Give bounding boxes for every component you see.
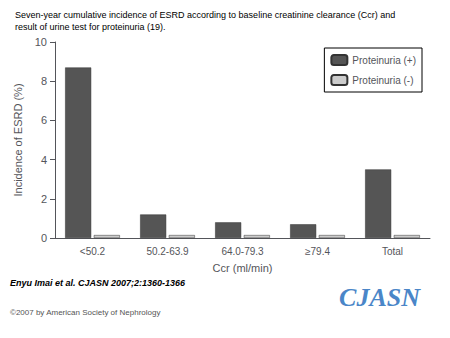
svg-text:CJASN: CJASN [339,283,421,312]
svg-text:Enyu Imai et al. CJASN 2007;2:: Enyu Imai et al. CJASN 2007;2:1360-1366 [10,278,186,288]
svg-text:50.2-63.9: 50.2-63.9 [146,246,189,257]
svg-text:4: 4 [41,154,47,166]
svg-text:10: 10 [35,36,47,48]
svg-text:Seven-year cumulative incidenc: Seven-year cumulative incidence of ESRD … [15,10,395,20]
svg-text:Total: Total [382,246,403,257]
svg-text:result of urine test for prote: result of urine test for proteinuria (19… [15,22,166,32]
svg-text:Proteinuria (+): Proteinuria (+) [352,55,416,66]
svg-text:Proteinuria (-): Proteinuria (-) [352,75,413,86]
svg-text:2: 2 [41,193,47,205]
svg-text:≥79.4: ≥79.4 [305,246,330,257]
svg-text:6: 6 [41,114,47,126]
svg-text:©2007 by American Society of N: ©2007 by American Society of Nephrology [10,308,160,317]
svg-text:<50.2: <50.2 [80,246,106,257]
svg-text:64.0-79.3: 64.0-79.3 [221,246,264,257]
svg-text:0: 0 [41,232,47,244]
svg-text:Ccr (ml/min): Ccr (ml/min) [213,262,273,274]
svg-text:8: 8 [41,75,47,87]
svg-text:Incidence of ESRD (%): Incidence of ESRD (%) [12,83,24,196]
